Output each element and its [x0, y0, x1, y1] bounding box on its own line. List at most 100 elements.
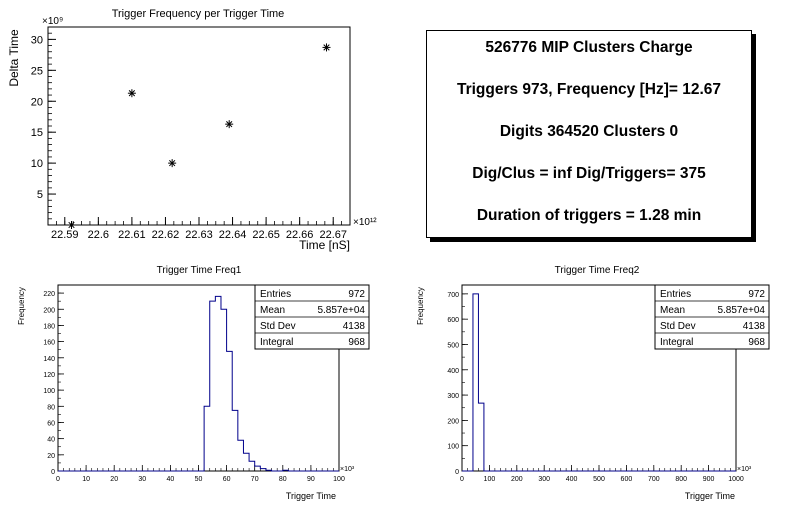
hist2-ylabel: Frequency [416, 287, 425, 325]
scatter-x-ticks: 22.59 22.6 22.61 22.62 22.63 22.64 22.65 22.66 2… [47, 217, 351, 241]
hist1-x-multiplier: ×10³ [340, 466, 355, 473]
hist2-y-tick-label: 400 [447, 368, 459, 375]
hist1-xlabel: Trigger Time [286, 491, 336, 501]
info-line-clusters-charge: 526776 MIP Clusters Charge [485, 39, 693, 56]
info-line-duration: Duration of triggers = 1.28 min [476, 207, 702, 224]
hist1-ylabel: Frequency [17, 287, 26, 325]
hist1-x-tick-label: 10 [82, 476, 90, 483]
hist1-y-tick-label: 0 [51, 469, 55, 476]
hist2-y-tick-label: 100 [447, 444, 459, 451]
hist1-x-tick-label: 100 [333, 476, 345, 483]
scatter-points [67, 43, 331, 229]
hist1-x-tick-label: 0 [56, 476, 60, 483]
hist2-outline [462, 293, 736, 472]
hist1-stat-value-integral: 968 [348, 337, 365, 348]
hist2-y-tick-label: 500 [447, 342, 459, 349]
hist2-x-ticks: 0 100 200 300 400 500 600 700 800 900 1000 [460, 465, 744, 483]
hist1-y-tick-label: 120 [43, 372, 55, 379]
hist1-x-tick-label: 50 [195, 476, 203, 483]
scatter-x-multiplier: ×10¹² [353, 217, 377, 228]
hist1-stat-value-mean: 5.857e+04 [317, 305, 365, 316]
hist2-xlabel: Trigger Time [685, 491, 735, 501]
scatter-point [225, 120, 234, 129]
scatter-y-tick-label: 10 [31, 158, 43, 170]
hist1-x-tick-label: 40 [167, 476, 175, 483]
scatter-x-tick-label: 22.66 [286, 229, 314, 241]
scatter-xlabel: Time [nS] [299, 238, 350, 252]
hist2-stat-value-mean: 5.857e+04 [717, 305, 765, 316]
hist2-title: Trigger Time Freq2 [555, 265, 640, 276]
hist2-x-tick-label: 100 [484, 476, 496, 483]
info-line-triggers-frequency: Triggers 973, Frequency [Hz]= 12.67 [456, 81, 722, 98]
scatter-x-tick-label: 22.63 [185, 229, 213, 241]
hist1-stat-label-stddev: Std Dev [260, 321, 296, 332]
scatter-x-tick-label: 22.62 [152, 229, 180, 241]
hist2-stat-value-stddev: 4138 [743, 321, 766, 332]
scatter-y-tick-label: 30 [31, 34, 43, 46]
hist2-y-tick-label: 0 [455, 469, 459, 476]
hist1-y-tick-label: 140 [43, 356, 55, 363]
hist1-stat-label-mean: Mean [260, 305, 285, 316]
hist1-x-tick-label: 20 [110, 476, 118, 483]
hist2-x-tick-label: 300 [538, 476, 550, 483]
hist1-stat-value-stddev: 4138 [343, 321, 366, 332]
scatter-y-multiplier: ×10⁹ [42, 16, 63, 27]
scatter-panel: Trigger Frequency per Trigger Time Delta… [7, 8, 377, 252]
hist2-x-tick-label: 0 [460, 476, 464, 483]
hist1-x-ticks: 0 10 20 30 40 50 60 70 80 90 100 [56, 465, 345, 483]
hist2-y-tick-label: 200 [447, 418, 459, 425]
info-line-ratios: Dig/Clus = inf Dig/Triggers= 375 [472, 165, 706, 182]
scatter-y-ticks: 5 10 15 20 25 30 [31, 32, 56, 220]
scatter-y-tick-label: 5 [37, 189, 43, 201]
summary-info-box: 526776 MIP Clusters Charge Triggers 973,… [426, 30, 752, 238]
hist1-stat-label-entries: Entries [260, 289, 291, 300]
hist1-y-tick-label: 20 [47, 453, 55, 460]
hist1-panel: Trigger Time Freq1 Frequency Trigger Tim… [17, 265, 370, 501]
hist1-y-tick-label: 200 [43, 307, 55, 314]
hist1-stats-box: Entries 972 Mean 5.857e+04 Std Dev 4138 … [254, 284, 370, 350]
hist2-y-ticks: 0 100 200 300 400 500 600 700 [447, 292, 468, 476]
hist2-stat-label-mean: Mean [660, 305, 685, 316]
hist2-x-tick-label: 1000 [728, 476, 744, 483]
scatter-ylabel: Delta Time [7, 29, 21, 87]
scatter-x-tick-label: 22.6 [88, 229, 109, 241]
scatter-x-tick-label: 22.61 [118, 229, 146, 241]
hist1-x-tick-label: 60 [223, 476, 231, 483]
hist1-stat-label-integral: Integral [260, 337, 293, 348]
hist2-x-multiplier: ×10³ [737, 466, 752, 473]
hist1-x-tick-label: 70 [251, 476, 259, 483]
hist2-y-tick-label: 700 [447, 292, 459, 299]
hist1-x-tick-label: 90 [307, 476, 315, 483]
hist1-y-tick-label: 100 [43, 388, 55, 395]
scatter-x-tick-label: 22.67 [319, 229, 347, 241]
scatter-point [168, 159, 177, 168]
scatter-title: Trigger Frequency per Trigger Time [112, 8, 285, 20]
hist2-stat-value-integral: 968 [748, 337, 765, 348]
scatter-y-tick-label: 20 [31, 96, 43, 108]
hist2-stat-value-entries: 972 [748, 289, 765, 300]
hist2-y-tick-label: 600 [447, 317, 459, 324]
hist2-x-tick-label: 700 [648, 476, 660, 483]
scatter-y-tick-label: 25 [31, 65, 43, 77]
hist1-title: Trigger Time Freq1 [157, 265, 242, 276]
info-line-digits-clusters: Digits 364520 Clusters 0 [499, 123, 679, 140]
hist2-x-tick-label: 900 [703, 476, 715, 483]
scatter-point [127, 89, 136, 98]
hist1-x-tick-label: 30 [138, 476, 146, 483]
hist1-outline [58, 295, 339, 472]
scatter-point [322, 43, 331, 52]
hist2-y-tick-label: 300 [447, 393, 459, 400]
hist1-x-tick-label: 80 [279, 476, 287, 483]
hist2-stat-label-entries: Entries [660, 289, 691, 300]
hist2-stat-label-stddev: Std Dev [660, 321, 696, 332]
hist2-x-tick-label: 400 [566, 476, 578, 483]
hist2-stat-label-integral: Integral [660, 337, 693, 348]
hist2-stats-box: Entries 972 Mean 5.857e+04 Std Dev 4138 … [654, 284, 770, 350]
hist1-y-tick-label: 60 [47, 420, 55, 427]
hist2-x-tick-label: 500 [593, 476, 605, 483]
scatter-frame [47, 26, 351, 226]
hist1-y-ticks: 0 20 40 60 80 100 120 140 160 180 200 220 [43, 284, 64, 476]
hist2-x-tick-label: 600 [621, 476, 633, 483]
scatter-x-tick-label: 22.65 [252, 229, 280, 241]
